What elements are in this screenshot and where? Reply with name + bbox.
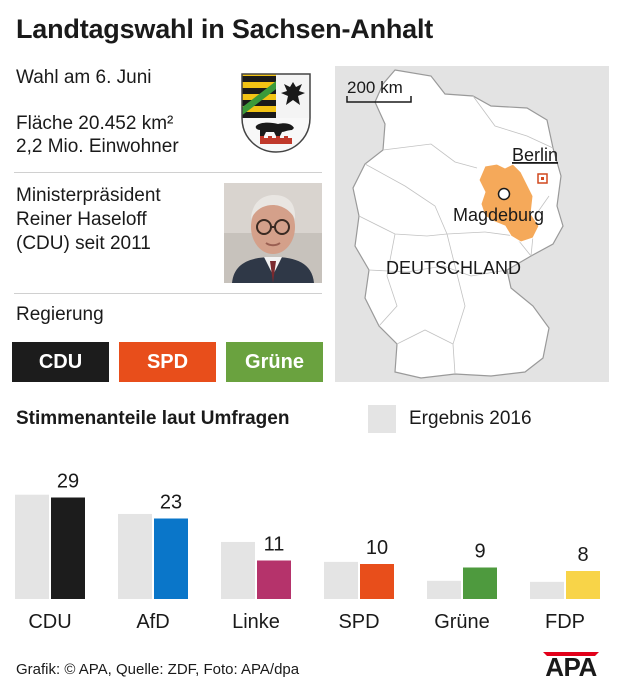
scale-bar bbox=[346, 96, 412, 103]
category-label-3: SPD bbox=[338, 611, 379, 633]
minister-photo bbox=[224, 183, 322, 288]
category-label-5: FDP bbox=[545, 611, 585, 633]
minister-role: Ministerpräsident bbox=[16, 185, 161, 206]
bar-poll-0 bbox=[51, 497, 85, 599]
category-label-0: CDU bbox=[28, 611, 71, 633]
coat-of-arms bbox=[240, 72, 312, 161]
data-label-1: 23 bbox=[160, 492, 182, 514]
svg-text:APA: APA bbox=[545, 652, 597, 680]
legend-swatch-2016 bbox=[368, 405, 396, 433]
bar-2016-4 bbox=[427, 580, 461, 599]
city-label-berlin: Berlin bbox=[512, 145, 558, 165]
divider bbox=[14, 172, 322, 173]
area-text: Fläche 20.452 km² bbox=[16, 113, 174, 134]
data-label-0: 29 bbox=[57, 471, 79, 493]
bar-2016-1 bbox=[118, 513, 152, 599]
bar-poll-4 bbox=[463, 567, 497, 599]
population-text: 2,2 Mio. Einwohner bbox=[16, 136, 179, 157]
government-party-cdu: CDU bbox=[12, 342, 109, 382]
bar-poll-2 bbox=[257, 560, 291, 599]
sachsen-anhalt-region bbox=[478, 163, 540, 243]
bar-2016-2 bbox=[221, 541, 255, 599]
data-label-3: 10 bbox=[366, 537, 388, 559]
bar-poll-3 bbox=[360, 564, 394, 599]
category-label-2: Linke bbox=[232, 611, 280, 633]
germany-map: 200 km Berlin Magdeburg DEUTSCHLAND bbox=[335, 66, 609, 382]
data-label-4: 9 bbox=[474, 541, 485, 563]
government-label: Regierung bbox=[16, 304, 104, 325]
scale-label: 200 km bbox=[347, 78, 403, 97]
data-label-2: 11 bbox=[264, 534, 285, 556]
bar-2016-3 bbox=[324, 561, 358, 599]
bar-poll-5 bbox=[566, 571, 600, 599]
country-label: DEUTSCHLAND bbox=[386, 258, 521, 278]
poll-bar-chart: 29 CDU 23 AfD 11 Linke 10 SPD 9 Grüne 8 FDP bbox=[15, 471, 600, 633]
apa-logo: APA bbox=[537, 652, 605, 685]
bar-2016-5 bbox=[530, 581, 564, 599]
legend-label-2016: Ergebnis 2016 bbox=[409, 408, 532, 429]
source-credit: Grafik: © APA, Quelle: ZDF, Foto: APA/dp… bbox=[16, 661, 300, 678]
election-date: Wahl am 6. Juni bbox=[16, 67, 152, 88]
chart-title: Stimmenanteile laut Umfragen bbox=[16, 408, 290, 429]
category-label-1: AfD bbox=[136, 611, 169, 633]
city-label-magdeburg: Magdeburg bbox=[453, 205, 544, 225]
magdeburg-marker bbox=[497, 187, 511, 201]
category-label-4: Grüne bbox=[434, 611, 490, 633]
bar-poll-1 bbox=[154, 518, 188, 599]
bar-2016-0 bbox=[15, 494, 49, 599]
minister-name: Reiner Haseloff bbox=[16, 209, 147, 230]
government-party-gruene: Grüne bbox=[226, 342, 323, 382]
divider bbox=[14, 293, 322, 294]
minister-party: (CDU) seit 2011 bbox=[16, 233, 151, 254]
government-party-spd: SPD bbox=[119, 342, 216, 382]
page-title: Landtagswahl in Sachsen-Anhalt bbox=[16, 14, 434, 44]
data-label-5: 8 bbox=[577, 544, 588, 566]
